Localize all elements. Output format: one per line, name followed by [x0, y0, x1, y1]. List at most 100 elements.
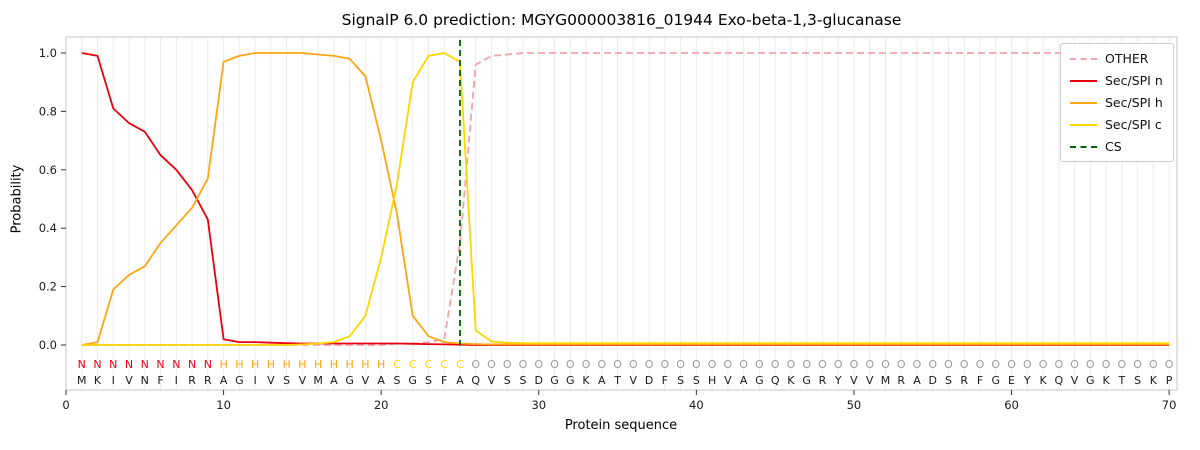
legend-item-sec-spi-h: Sec/SPI h — [1070, 95, 1163, 110]
sequence-letter: V — [630, 374, 638, 387]
sequence-letter: D — [928, 374, 936, 387]
sequence-letter: T — [1117, 374, 1125, 387]
region-letter: O — [802, 358, 811, 371]
region-letter: O — [913, 358, 922, 371]
region-letter: N — [204, 358, 212, 371]
y-tick-label: 0.2 — [39, 280, 57, 294]
region-letter: O — [534, 358, 543, 371]
region-letter: O — [1054, 358, 1063, 371]
series-line-other — [81, 52, 1170, 346]
sequence-letter: S — [393, 374, 400, 387]
region-letter: H — [346, 358, 354, 371]
sequence-letter: Y — [834, 374, 842, 387]
sequence-letter: A — [740, 374, 748, 387]
region-letter: O — [1086, 358, 1095, 371]
sequence-letter: K — [1150, 374, 1158, 387]
legend-line-sample — [1070, 79, 1097, 82]
sequence-letter: K — [582, 374, 590, 387]
sequence-letter: F — [441, 374, 447, 387]
sequence-letter: K — [787, 374, 795, 387]
region-letter: O — [1070, 358, 1079, 371]
region-letter: O — [692, 358, 701, 371]
region-letter: O — [1102, 358, 1111, 371]
sequence-letter: V — [362, 374, 370, 387]
x-tick-label: 0 — [62, 398, 69, 412]
x-tick-label: 30 — [531, 398, 546, 412]
region-letter: C — [393, 358, 401, 371]
region-letter: H — [235, 358, 243, 371]
sequence-letter: R — [960, 374, 968, 387]
sequence-letter: I — [175, 374, 178, 387]
sequence-letter: Q — [1054, 374, 1063, 387]
legend-item-sec-spi-n: Sec/SPI n — [1070, 73, 1163, 88]
sequence-letter: G — [408, 374, 417, 387]
region-letter: O — [550, 358, 559, 371]
y-tick-label: 1.0 — [39, 46, 57, 60]
x-tick-label: 60 — [1004, 398, 1019, 412]
region-letter: O — [928, 358, 937, 371]
sequence-letter: A — [913, 374, 921, 387]
region-letter: N — [141, 358, 149, 371]
sequence-letter: V — [267, 374, 275, 387]
sequence-letter: G — [235, 374, 244, 387]
sequence-letter: V — [1071, 374, 1079, 387]
y-tick-label: 0.8 — [39, 104, 57, 118]
region-letter: O — [1039, 358, 1048, 371]
sequence-letter: Q — [771, 374, 780, 387]
legend-line-sample — [1070, 123, 1097, 126]
sequence-letter: R — [188, 374, 196, 387]
sequence-letter: S — [693, 374, 700, 387]
region-letter: H — [361, 358, 369, 371]
legend-item-label: CS — [1105, 139, 1122, 154]
region-letter: O — [503, 358, 512, 371]
x-tick-label: 20 — [374, 398, 389, 412]
y-tick-label: 0.0 — [39, 338, 57, 352]
region-letter: O — [834, 358, 843, 371]
region-letter: O — [850, 358, 859, 371]
region-letter: O — [787, 358, 796, 371]
sequence-letter: Y — [1023, 374, 1031, 387]
legend-item-other: OTHER — [1070, 51, 1163, 66]
region-letter: O — [865, 358, 874, 371]
region-letter: O — [897, 358, 906, 371]
sequence-letter: P — [1166, 374, 1173, 387]
sequence-letter: A — [330, 374, 338, 387]
region-letter: O — [881, 358, 890, 371]
region-letter: H — [330, 358, 338, 371]
region-letter: O — [1165, 358, 1174, 371]
region-letter: H — [298, 358, 306, 371]
sequence-letter: A — [220, 374, 228, 387]
region-letter: H — [251, 358, 259, 371]
sequence-letter: M — [77, 374, 87, 387]
plot-border — [65, 36, 1178, 391]
region-letter: O — [960, 358, 969, 371]
region-letter: O — [818, 358, 827, 371]
region-letter: C — [409, 358, 417, 371]
sequence-letter: G — [802, 374, 811, 387]
region-letter: N — [156, 358, 164, 371]
sequence-letter: S — [1134, 374, 1141, 387]
region-letter: N — [109, 358, 117, 371]
sequence-letter: T — [613, 374, 621, 387]
sequence-letter: G — [1086, 374, 1095, 387]
x-tick-label: 50 — [847, 398, 862, 412]
sequence-letter: R — [897, 374, 905, 387]
region-letter: O — [1133, 358, 1142, 371]
x-axis-label: Protein sequence — [564, 418, 678, 433]
region-letter: O — [519, 358, 528, 371]
sequence-letter: S — [520, 374, 527, 387]
region-letter: N — [125, 358, 133, 371]
region-letter: O — [676, 358, 685, 371]
legend-item-sec-spi-c: Sec/SPI c — [1070, 117, 1163, 132]
region-letter: H — [219, 358, 227, 371]
sequence-letter: I — [112, 374, 115, 387]
sequence-letter: F — [662, 374, 668, 387]
region-letter: N — [188, 358, 196, 371]
series-line-sec-spi-n — [81, 52, 1170, 346]
sequence-letter: K — [1039, 374, 1047, 387]
region-letter: O — [471, 358, 480, 371]
sequence-letter: V — [125, 374, 133, 387]
sequence-letter: V — [724, 374, 732, 387]
legend-item-label: Sec/SPI c — [1105, 117, 1162, 132]
y-tick-label: 0.6 — [39, 163, 57, 177]
